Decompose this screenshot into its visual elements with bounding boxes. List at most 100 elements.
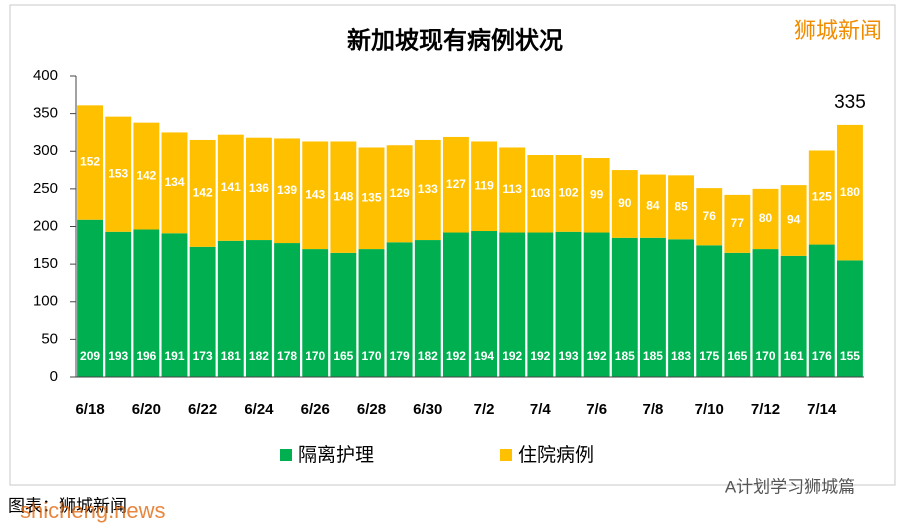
bar-segment <box>105 116 132 232</box>
x-tick-label: 7/12 <box>751 401 780 418</box>
bar-segment <box>639 174 666 238</box>
y-tick-label: 0 <box>50 368 58 385</box>
bar-segment <box>836 260 863 377</box>
bar-segment <box>77 219 104 377</box>
bar-segment <box>836 124 863 261</box>
data-label: 102 <box>558 186 578 200</box>
bar-segment <box>471 231 498 377</box>
bar-segment <box>499 147 526 233</box>
x-tick-label: 7/2 <box>474 401 495 418</box>
data-label: 125 <box>812 190 832 204</box>
data-label: 153 <box>108 166 128 180</box>
bar-segment <box>442 136 469 233</box>
bar-segment <box>808 150 835 245</box>
bar-segment <box>77 105 104 220</box>
data-label: 84 <box>646 198 660 212</box>
data-label: 135 <box>361 190 381 204</box>
bar-segment <box>442 232 469 377</box>
bar-segment <box>217 134 244 241</box>
data-label: 192 <box>502 349 522 363</box>
bar-segment <box>330 252 357 377</box>
bar-segment <box>583 232 610 377</box>
data-label: 170 <box>305 349 325 363</box>
data-label: 192 <box>530 349 550 363</box>
x-tick-label: 7/6 <box>586 401 607 418</box>
x-tick-label: 6/26 <box>301 401 330 418</box>
data-label: 182 <box>418 349 438 363</box>
data-label: 191 <box>164 349 184 363</box>
bar-segment <box>245 240 272 377</box>
bar-segment <box>555 231 582 377</box>
x-tick-label: 6/24 <box>244 401 274 418</box>
bar-segment <box>274 138 301 244</box>
bar-segment <box>724 194 751 253</box>
annotation: 335 <box>834 92 866 113</box>
data-label: 127 <box>446 177 466 191</box>
bar-segment <box>696 245 723 377</box>
data-label: 178 <box>277 349 297 363</box>
bar-segment <box>555 155 582 232</box>
data-label: 185 <box>615 349 635 363</box>
y-tick-label: 100 <box>33 293 58 310</box>
bar-segment <box>133 122 160 230</box>
x-tick-label: 6/28 <box>357 401 386 418</box>
data-label: 155 <box>840 349 860 363</box>
bar-segment <box>752 249 779 377</box>
data-label: 170 <box>755 349 775 363</box>
bar-segment <box>189 139 216 247</box>
y-tick-label: 250 <box>33 180 58 197</box>
site: shicheng.news <box>20 498 166 523</box>
bar-segment <box>302 249 329 377</box>
data-label: 143 <box>305 187 325 201</box>
bar-segment <box>105 231 132 377</box>
data-label: 142 <box>193 186 213 200</box>
data-label: 181 <box>221 349 241 363</box>
x-tick-label: 6/20 <box>132 401 161 418</box>
data-label: 170 <box>361 349 381 363</box>
data-label: 90 <box>618 196 632 210</box>
bar-segment <box>414 240 441 377</box>
chart-title: 新加坡现有病例状况 <box>347 26 563 54</box>
data-label: 77 <box>731 216 745 230</box>
data-label: 80 <box>759 211 773 225</box>
data-label: 194 <box>474 349 494 363</box>
legend-label: 住院病例 <box>518 444 594 466</box>
x-tick-label: 6/30 <box>413 401 442 418</box>
data-label: 182 <box>249 349 269 363</box>
y-tick-label: 50 <box>41 330 58 347</box>
x-tick-label: 6/18 <box>75 401 104 418</box>
bar-segment <box>780 255 807 377</box>
bar-segment <box>217 240 244 377</box>
bar-segment <box>414 139 441 241</box>
data-label: 176 <box>812 349 832 363</box>
y-tick-label: 150 <box>33 255 58 272</box>
data-label: 152 <box>80 155 100 169</box>
bar-segment <box>611 170 638 238</box>
data-label: 196 <box>136 349 156 363</box>
legend-label: 隔离护理 <box>298 444 374 466</box>
data-label: 141 <box>221 180 241 194</box>
data-label: 179 <box>390 349 410 363</box>
data-label: 183 <box>671 349 691 363</box>
bar-segment <box>471 141 498 232</box>
source: 图表：狮城新闻 <box>8 496 127 515</box>
y-tick-label: 200 <box>33 217 58 234</box>
bar-segment <box>499 232 526 377</box>
bar-segment <box>639 237 666 377</box>
data-label: 175 <box>699 349 719 363</box>
bar-segment <box>696 188 723 246</box>
bar-segment <box>780 185 807 256</box>
data-label: 165 <box>727 349 747 363</box>
bar-segment <box>668 239 695 377</box>
bar-segment <box>611 237 638 377</box>
data-label: 119 <box>474 178 494 192</box>
bar-segment <box>752 188 779 250</box>
x-tick-label: 7/8 <box>642 401 663 418</box>
data-label: 185 <box>643 349 663 363</box>
bar-segment <box>302 141 329 250</box>
data-label: 136 <box>249 181 269 195</box>
x-tick-label: 7/10 <box>695 401 724 418</box>
data-label: 209 <box>80 349 100 363</box>
data-label: 139 <box>277 183 297 197</box>
data-label: 165 <box>333 349 353 363</box>
